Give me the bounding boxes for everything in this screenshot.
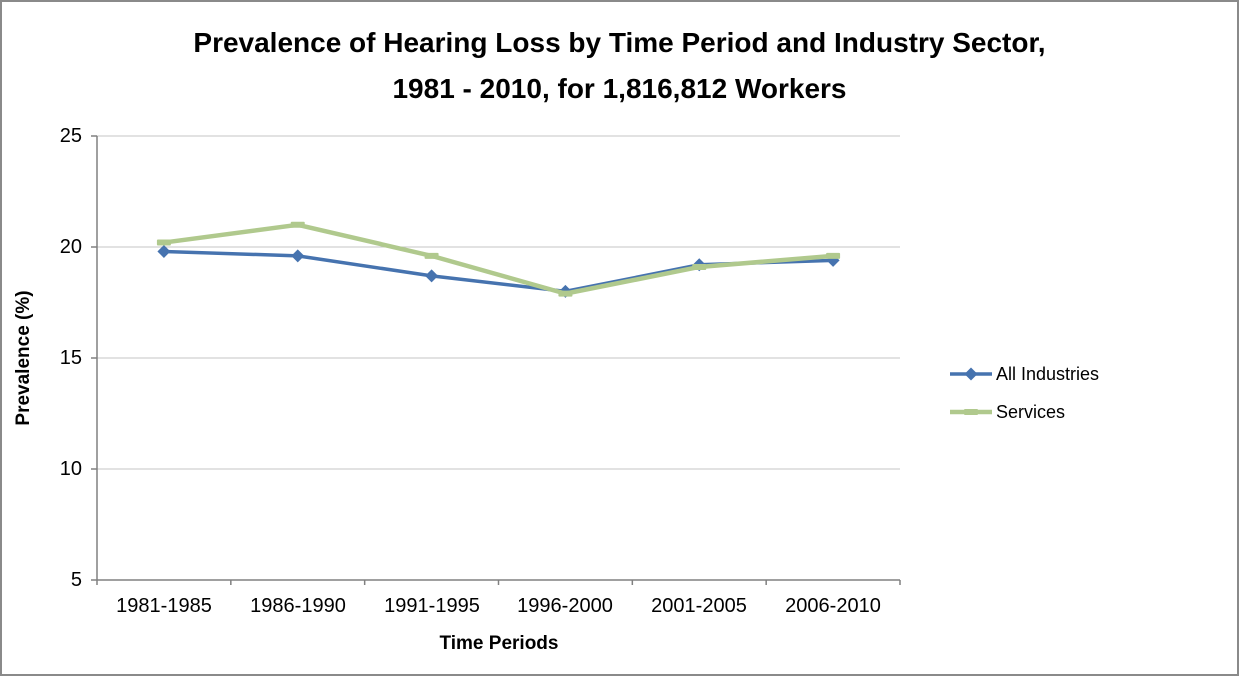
y-axis-tick-label: 20	[59, 236, 82, 258]
data-point-marker	[157, 244, 171, 258]
x-axis-tick-label: 1996-2000	[517, 595, 613, 617]
x-axis-tick-label: 2006-2010	[785, 595, 881, 617]
y-axis-tick-label: 25	[59, 125, 82, 147]
chart-title: Prevalence of Hearing Loss by Time Perio…	[2, 20, 1237, 112]
legend-item-all-industries: All Industries	[948, 361, 1099, 387]
y-axis-tick-label: 5	[70, 569, 82, 591]
series-line	[162, 249, 835, 294]
x-axis-tick-label: 1991-1995	[384, 595, 480, 617]
y-axis-title: Prevalence (%)	[13, 290, 34, 426]
all-industries-line-swatch-icon	[950, 367, 992, 381]
x-axis-tick-label: 2001-2005	[651, 595, 747, 617]
series-all-industries	[157, 244, 840, 298]
series-line	[161, 222, 836, 296]
data-point-marker	[156, 239, 171, 246]
data-point-marker	[692, 263, 707, 270]
legend-label-services: Services	[996, 401, 1066, 422]
legend: All Industries Services	[948, 361, 1099, 437]
y-axis-tick-label: 15	[59, 347, 82, 369]
data-point-marker	[290, 221, 305, 228]
series-services	[156, 221, 841, 297]
data-point-marker	[558, 290, 573, 297]
data-point-marker	[964, 367, 978, 381]
chart-title-line1: Prevalence of Hearing Loss by Time Perio…	[193, 27, 1046, 58]
data-point-marker	[964, 409, 978, 415]
y-axis-tick-label: 10	[59, 458, 82, 480]
x-axis-tick-label: 1986-1990	[250, 595, 346, 617]
services-line-swatch-icon	[950, 409, 992, 415]
x-axis-tick-label: 1981-1985	[116, 595, 212, 617]
data-point-marker	[826, 252, 841, 259]
data-point-marker	[424, 252, 439, 259]
legend-label-all-industries: All Industries	[996, 363, 1100, 384]
x-axis-title: Time Periods	[439, 633, 559, 654]
legend-item-services: Services	[948, 399, 1099, 425]
chart-title-line2: 1981 - 2010, for 1,816,812 Workers	[392, 73, 847, 104]
data-point-marker	[425, 269, 439, 283]
data-point-marker	[291, 249, 305, 263]
